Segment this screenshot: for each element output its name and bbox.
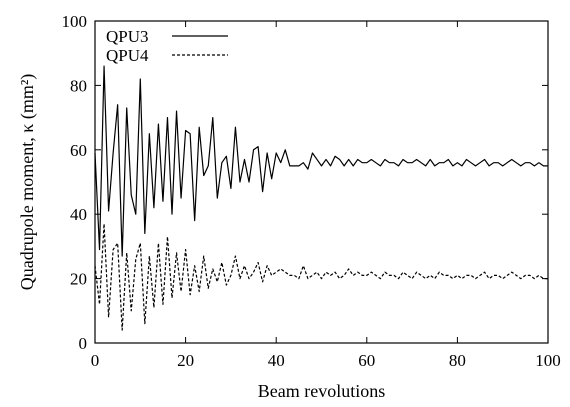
y-tick-label: 40	[70, 205, 87, 224]
series-layer	[94, 65, 548, 331]
y-tick-label: 20	[70, 270, 87, 289]
series-line-qpu4	[94, 223, 548, 331]
y-tick-label: 0	[79, 334, 88, 353]
y-tick-label: 100	[62, 12, 88, 31]
series-line-qpu3	[94, 65, 548, 257]
x-tick-label: 100	[535, 351, 561, 370]
y-tick-label: 80	[70, 76, 87, 95]
x-tick-label: 80	[449, 351, 466, 370]
plot-frame	[94, 20, 549, 344]
axis-tick-labels: 0 20 40 60 80 100 0 20 40 60 80 100	[62, 12, 561, 370]
y-tick-label: 60	[70, 141, 87, 160]
legend-label-qpu4: QPU4	[106, 46, 149, 65]
legend-label-qpu3: QPU3	[106, 27, 149, 46]
x-tick-label: 60	[358, 351, 375, 370]
y-axis-title: Quadrupole moment, κ (mm²)	[17, 74, 38, 290]
x-tick-label: 40	[268, 351, 285, 370]
x-tick-label: 0	[91, 351, 100, 370]
axis-ticks	[94, 20, 549, 344]
x-axis-title: Beam revolutions	[258, 381, 385, 401]
x-tick-label: 20	[177, 351, 194, 370]
